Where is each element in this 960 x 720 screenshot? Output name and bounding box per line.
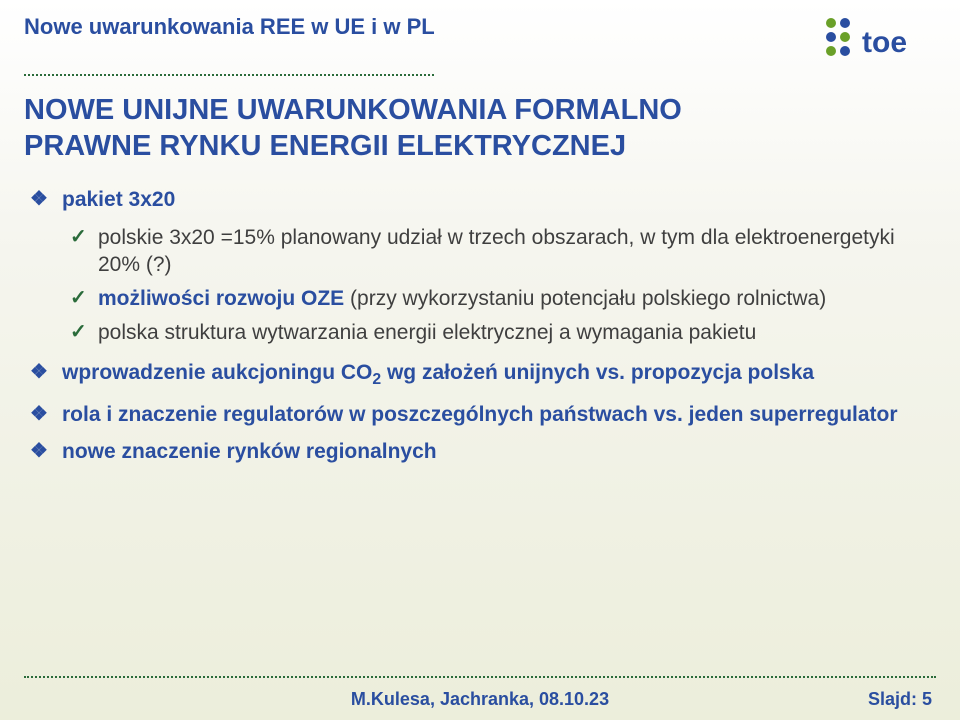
- bullet-rynkow-regionalnych: nowe znaczenie rynków regionalnych: [30, 438, 920, 466]
- content: pakiet 3x20 polskie 3x20 =15% planowany …: [30, 186, 920, 476]
- title-line-2: PRAWNE RYNKU ENERGII ELEKTRYCZNEJ: [24, 128, 936, 164]
- main-title: NOWE UNIJNE UWARUNKOWANIA FORMALNO PRAWN…: [24, 92, 936, 165]
- title-line-1: NOWE UNIJNE UWARUNKOWANIA FORMALNO: [24, 92, 936, 128]
- logo-text: toe: [862, 26, 907, 60]
- logo: toe: [818, 12, 938, 72]
- bullet-aukcjoning-post: wg założeń unijnych vs. propozycja polsk…: [381, 361, 814, 384]
- logo-dot: [840, 18, 850, 28]
- logo-dot: [826, 32, 836, 42]
- section-title: Nowe uwarunkowania REE w UE i w PL: [24, 14, 435, 40]
- divider-top: [24, 74, 434, 76]
- bullet-aukcjoning-sub: 2: [372, 371, 381, 388]
- bullet-pakiet-3x20: pakiet 3x20: [30, 186, 920, 214]
- bullet-aukcjoning-pre: wprowadzenie aukcjoningu CO: [62, 361, 372, 384]
- bullet-polskie-3x20: polskie 3x20 =15% planowany udział w trz…: [30, 224, 920, 279]
- bullet-struktura: polska struktura wytwarzania energii ele…: [30, 319, 920, 347]
- logo-dot: [840, 46, 850, 56]
- footer-author-date: M.Kulesa, Jachranka, 08.10.23: [0, 689, 960, 710]
- logo-dot: [840, 32, 850, 42]
- bullet-oze-strong: możliwości rozwoju OZE: [98, 287, 350, 310]
- logo-dot: [826, 18, 836, 28]
- logo-dot: [826, 46, 836, 56]
- slide: Nowe uwarunkowania REE w UE i w PL toe N…: [0, 0, 960, 720]
- bullet-aukcjoning: wprowadzenie aukcjoningu CO2 wg założeń …: [30, 359, 920, 391]
- bullet-oze-rest: (przy wykorzystaniu potencjału polskiego…: [350, 287, 826, 310]
- footer-slide-number: Slajd: 5: [868, 689, 932, 710]
- divider-bottom: [24, 676, 936, 678]
- bullet-regulatorow: rola i znaczenie regulatorów w poszczegó…: [30, 401, 920, 429]
- bullet-oze: możliwości rozwoju OZE (przy wykorzystan…: [30, 285, 920, 313]
